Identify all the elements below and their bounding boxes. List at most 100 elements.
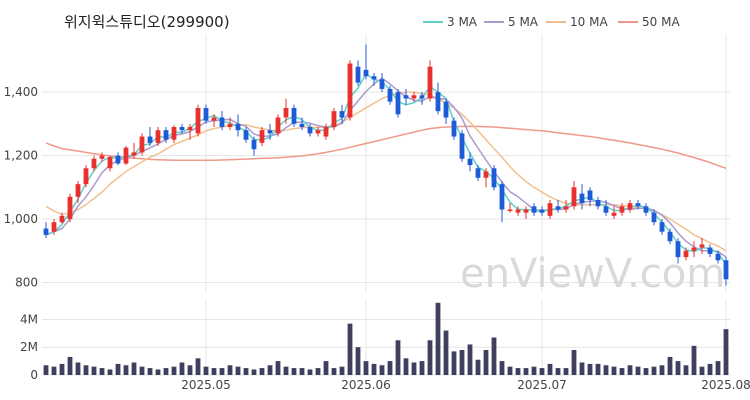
volume-bar — [219, 368, 225, 375]
volume-bar — [227, 365, 233, 375]
volume-bar — [643, 368, 649, 375]
candle-up — [411, 95, 417, 99]
volume-bar — [259, 368, 265, 375]
candle-up — [619, 206, 625, 213]
volume-bar — [283, 366, 289, 375]
volume-bar — [43, 365, 49, 375]
volume-bar — [699, 366, 705, 375]
candle-up — [315, 130, 321, 134]
candle-down — [147, 136, 153, 143]
candle-down — [443, 101, 449, 118]
price-tick-label: 1,400 — [4, 85, 38, 99]
candle-down — [219, 117, 225, 128]
candlestick-series — [43, 44, 729, 286]
volume-bar — [659, 365, 665, 375]
candle-down — [355, 66, 361, 83]
date-axis: 2025.05 2025.06 2025.07 2025.08 — [181, 378, 750, 392]
candle-down — [363, 69, 369, 77]
candle-down — [499, 184, 505, 210]
volume-bar — [131, 362, 137, 375]
volume-bar — [99, 368, 105, 375]
volume-bar — [715, 361, 721, 375]
volume-bar — [547, 363, 553, 375]
candle-up — [67, 196, 73, 220]
volume-bar — [299, 368, 305, 375]
candle-up — [523, 209, 529, 213]
volume-tick-label: 2M — [20, 340, 38, 354]
candle-down — [667, 231, 673, 242]
volume-bar — [651, 366, 657, 375]
volume-bar — [579, 362, 585, 375]
candle-down — [251, 139, 257, 150]
volume-bar — [475, 359, 481, 375]
grid-lines — [42, 35, 730, 376]
volume-bar — [339, 366, 345, 375]
candle-down — [307, 127, 313, 134]
volume-bar — [91, 366, 97, 375]
volume-bar — [331, 368, 337, 375]
candle-down — [235, 123, 241, 131]
volume-bar — [499, 361, 505, 375]
candle-up — [515, 209, 521, 213]
candle-up — [171, 127, 177, 140]
candle-down — [179, 127, 185, 131]
volume-bar — [107, 369, 113, 375]
candle-up — [139, 136, 145, 153]
candle-up — [83, 168, 89, 185]
candle-up — [275, 117, 281, 134]
volume-bar — [419, 361, 425, 375]
candle-up — [75, 184, 81, 197]
candle-up — [507, 209, 513, 212]
candle-down — [467, 158, 473, 166]
candle-down — [587, 190, 593, 200]
volume-bar — [323, 361, 329, 375]
volume-bar — [723, 329, 729, 375]
candle-up — [571, 187, 577, 207]
candle-up — [347, 63, 353, 118]
volume-bar — [595, 363, 601, 375]
candle-up — [227, 123, 233, 128]
volume-bar — [683, 365, 689, 375]
candle-up — [283, 107, 289, 118]
candle-up — [627, 203, 633, 210]
volume-bar — [435, 302, 441, 375]
volume-bar — [371, 363, 377, 375]
candle-up — [107, 157, 113, 169]
price-tick-label: 1,200 — [4, 149, 38, 163]
volume-bar — [147, 368, 153, 375]
volume-bar — [67, 356, 73, 375]
volume-bar — [59, 363, 65, 375]
volume-bar — [387, 361, 393, 375]
candle-down — [723, 260, 729, 280]
ma10-legend-label: 10 MA — [570, 15, 608, 29]
candle-down — [459, 133, 465, 159]
volume-bar — [603, 365, 609, 375]
volume-bar — [403, 358, 409, 375]
volume-bar — [507, 366, 513, 375]
volume-bar — [363, 361, 369, 375]
candle-up — [611, 212, 617, 216]
watermark-text: enViewV.com — [460, 251, 725, 297]
volume-bar — [275, 361, 281, 375]
volume-bar — [707, 363, 713, 375]
candle-down — [643, 206, 649, 213]
volume-bar — [267, 365, 273, 375]
volume-bar — [163, 368, 169, 375]
volume-bar — [451, 351, 457, 375]
volume-bar — [587, 363, 593, 375]
volume-bars — [43, 302, 729, 375]
volume-bar — [627, 365, 633, 375]
candle-down — [291, 107, 297, 124]
volume-bar — [571, 350, 577, 375]
volume-bar — [619, 368, 625, 375]
candle-up — [187, 127, 193, 131]
candle-up — [427, 66, 433, 99]
candle-down — [595, 199, 601, 207]
volume-axis: 0 2M 4M — [20, 312, 38, 382]
volume-bar — [83, 365, 89, 375]
price-tick-label: 800 — [15, 275, 38, 289]
volume-bar — [523, 368, 529, 375]
volume-bar — [555, 368, 561, 375]
candle-down — [531, 206, 537, 213]
